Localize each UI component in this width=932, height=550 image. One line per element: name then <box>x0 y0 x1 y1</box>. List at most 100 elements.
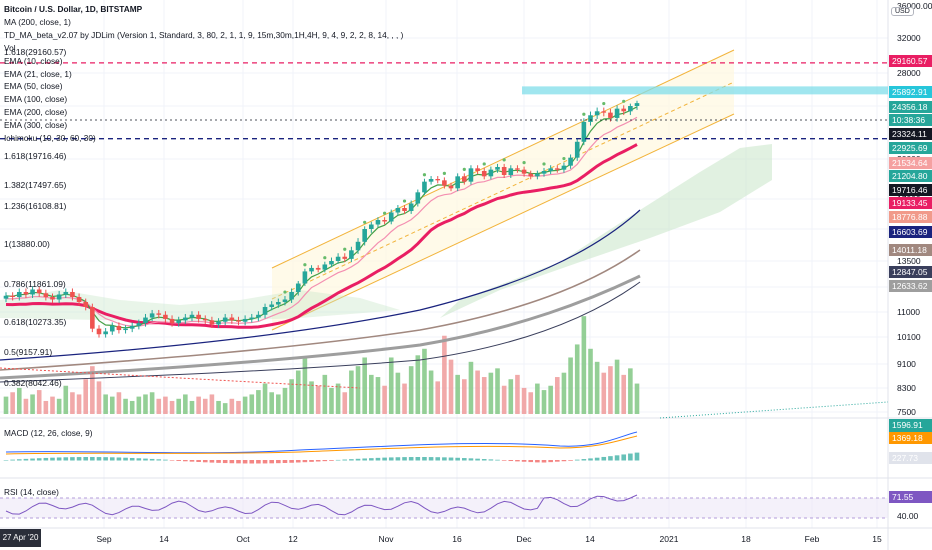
volume-bar <box>56 398 62 414</box>
td-signal-dot <box>343 247 347 251</box>
macd-histogram-bar <box>435 457 441 461</box>
legend-ema21[interactable]: EMA (21, close, 1) <box>4 68 72 79</box>
volume-bar <box>554 377 560 414</box>
macd-histogram-bar <box>369 458 374 461</box>
volume-bar <box>136 396 142 414</box>
candle-body <box>355 241 361 251</box>
legend-ema100[interactable]: EMA (100, close) <box>4 94 68 105</box>
price-tag-label: 21204.80 <box>892 171 928 181</box>
candle-body <box>362 229 367 242</box>
candle-body <box>176 320 181 324</box>
volume-bar <box>36 390 42 414</box>
moving-averages <box>0 106 889 419</box>
volume-bar <box>83 379 89 414</box>
candle-body <box>163 314 168 319</box>
macd-histogram-bar <box>183 460 188 462</box>
volume-bar <box>541 390 547 414</box>
macd-histogram-bar <box>535 460 540 463</box>
price-tag-label: 23324.11 <box>892 129 927 139</box>
y-tick-label: 7500 <box>897 407 916 417</box>
currency-button[interactable]: USD <box>891 7 914 16</box>
candle-body <box>488 169 494 177</box>
price-tag <box>889 211 932 223</box>
legend-ema10[interactable]: EMA (10, close) <box>4 55 63 66</box>
x-tick-label: 14 <box>585 534 595 544</box>
volume-bar <box>129 400 135 414</box>
legend-td[interactable]: TD_MA_beta_v2.07 by JDLim (Version 1, St… <box>4 29 404 40</box>
macd-histogram-bar <box>209 460 215 463</box>
td-signal-dot <box>502 158 506 162</box>
legend-vol[interactable]: Vol <box>4 42 16 53</box>
legend-ema200[interactable]: EMA (200, close) <box>4 107 68 118</box>
symbol-title[interactable]: Bitcoin / U.S. Dollar, 1D, BITSTAMP <box>4 4 143 14</box>
price-tag <box>889 114 932 126</box>
candle-body <box>295 283 301 292</box>
candle-body <box>129 325 135 329</box>
volume-bar <box>495 368 500 414</box>
ema100-line <box>0 209 641 361</box>
candle-body <box>63 292 69 295</box>
legend-ema300[interactable]: EMA (300, close) <box>4 120 68 131</box>
candle-body <box>462 176 467 182</box>
price-tag-label: 24356.18 <box>892 102 928 112</box>
rsi-label[interactable]: RSI (14, close) <box>4 487 59 497</box>
candle-body <box>601 111 607 113</box>
price-tag <box>889 419 932 431</box>
volume-bar <box>322 374 328 414</box>
macd-histogram-bar <box>608 456 613 461</box>
candle-body <box>468 168 474 182</box>
legend-ema50[interactable]: EMA (50, close) <box>4 81 63 92</box>
volume-bar <box>156 398 162 414</box>
candle-body <box>574 141 580 158</box>
volume-bar <box>30 394 35 414</box>
macd-histogram-bar <box>495 459 500 461</box>
volume-bar <box>315 385 321 414</box>
macd-histogram-bar <box>322 460 328 462</box>
legend-ma[interactable]: MA (200, close, 1) <box>4 16 71 27</box>
channel-lower <box>271 113 735 331</box>
volume-bar <box>202 398 208 414</box>
y-tick-label: 9100 <box>897 359 916 369</box>
price-tag <box>889 184 932 196</box>
price-tag <box>889 452 932 464</box>
candle-body <box>262 307 268 315</box>
macd-histogram-bar <box>229 460 235 464</box>
volume-bar <box>395 372 401 414</box>
candle-body <box>382 220 387 222</box>
price-tag <box>889 266 932 278</box>
volume-bar <box>229 398 235 414</box>
candle-body <box>103 331 108 335</box>
volume-bar <box>568 357 573 414</box>
macd-label[interactable]: MACD (12, 26, close, 9) <box>4 428 93 438</box>
td-signal-dot <box>442 171 446 175</box>
macd-histogram-bar <box>236 460 241 464</box>
candle-body <box>594 111 600 116</box>
legend-ichimoku[interactable]: Ichimoku (10, 30, 60, 30) <box>4 133 96 144</box>
candle-body <box>276 302 281 305</box>
price-tag-label: 16603.69 <box>892 227 928 237</box>
volume-bar <box>96 381 102 414</box>
candle-body <box>189 314 195 318</box>
macd-histogram-bar <box>276 460 281 464</box>
x-tick-label: Nov <box>378 534 394 544</box>
rsi-band <box>0 498 888 518</box>
td-signal-dot <box>323 256 327 260</box>
macd-histogram-bar <box>56 457 62 461</box>
candle-body <box>90 307 95 329</box>
ichimoku-cloud <box>440 144 772 318</box>
candle-body <box>315 267 321 270</box>
volume-bar <box>329 387 334 414</box>
candle-body <box>202 318 208 321</box>
price-tag <box>889 170 932 182</box>
volume-bar <box>70 392 75 414</box>
td-signal-dot <box>283 290 287 294</box>
volume-ma-dotted <box>659 401 889 419</box>
td-signal-dot <box>542 162 546 166</box>
macd-histogram-bar <box>342 459 348 461</box>
macd-histogram-bar <box>63 457 69 461</box>
candle-body <box>322 264 328 270</box>
cursor-date-tag: 27 Apr '20 <box>0 529 41 547</box>
signal-line <box>5 435 638 455</box>
macd-histogram-bar <box>355 458 361 461</box>
